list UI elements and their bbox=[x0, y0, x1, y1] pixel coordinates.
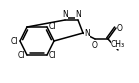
Text: Cl: Cl bbox=[49, 21, 56, 30]
Text: Cl: Cl bbox=[49, 51, 56, 61]
Text: N: N bbox=[84, 28, 90, 38]
Text: Cl: Cl bbox=[11, 37, 18, 45]
Text: N: N bbox=[62, 10, 68, 19]
Text: N: N bbox=[75, 10, 81, 19]
Text: O: O bbox=[117, 23, 123, 33]
Text: Cl: Cl bbox=[18, 51, 25, 61]
Text: CH₃: CH₃ bbox=[111, 40, 125, 49]
Text: O: O bbox=[92, 41, 98, 49]
